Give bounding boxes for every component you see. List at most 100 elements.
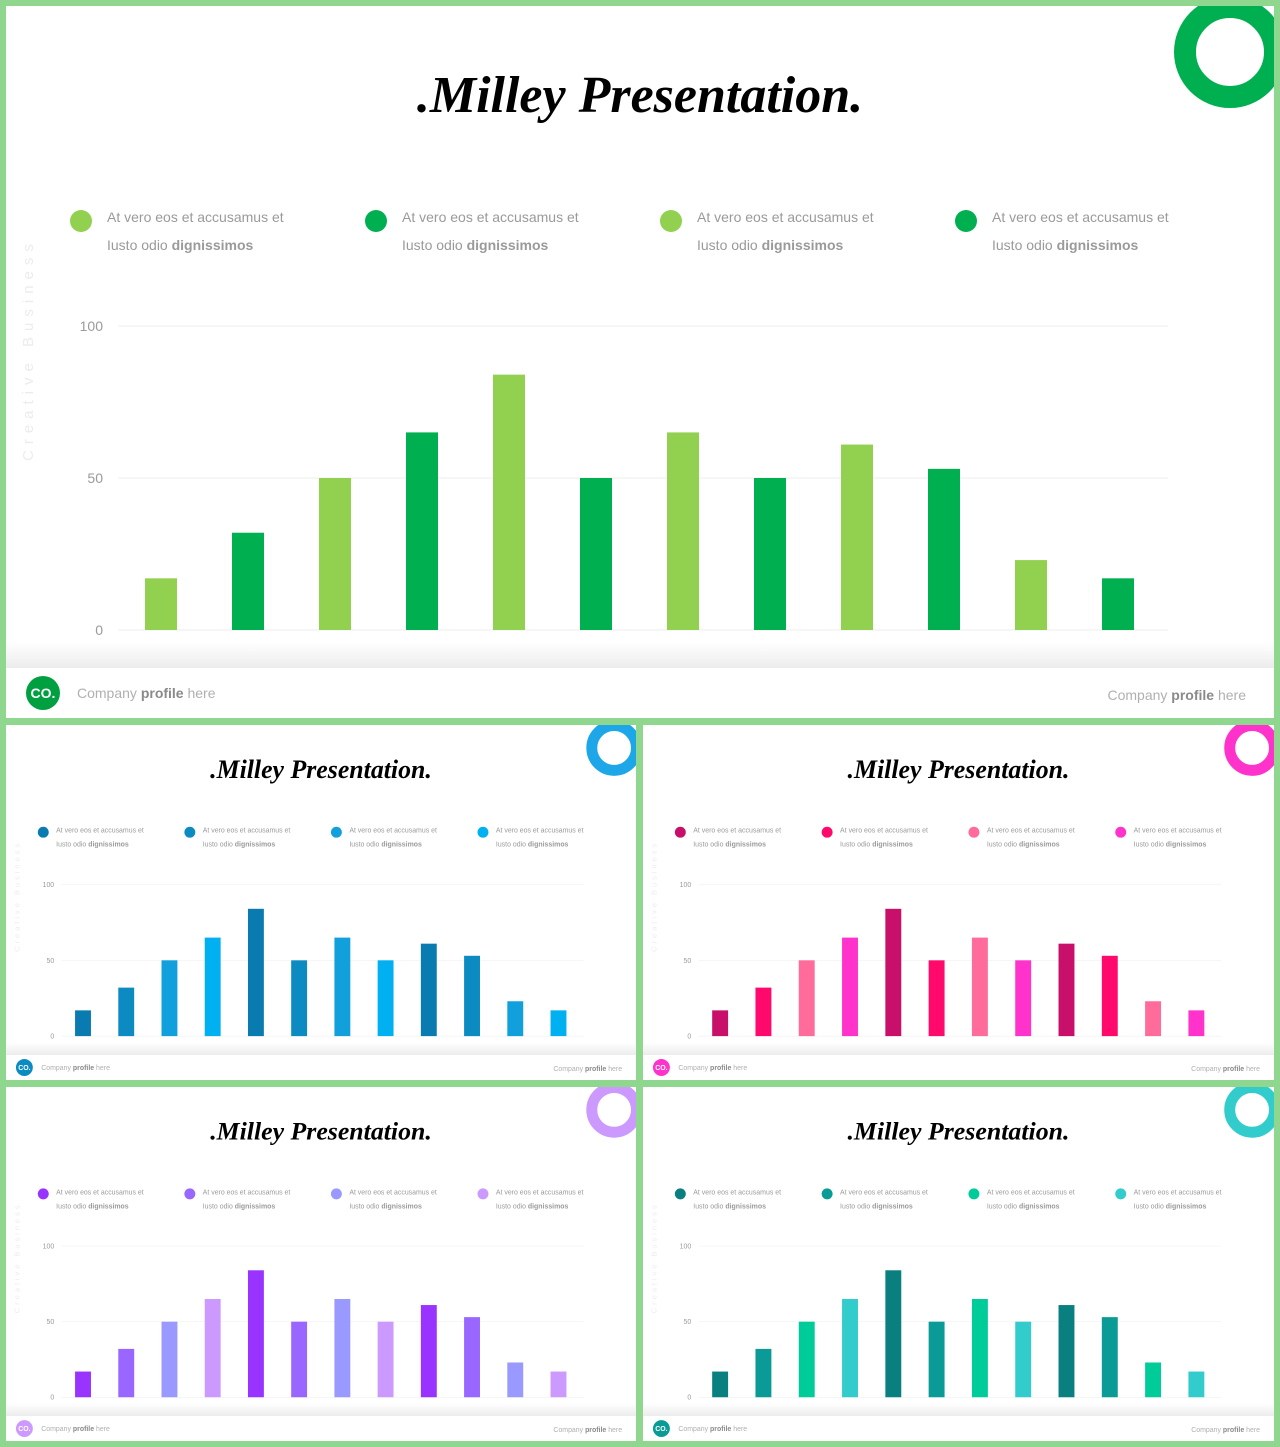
legend-bold: dignissimos: [235, 842, 276, 849]
y-tick-label: 50: [46, 1319, 54, 1326]
legend-bold: dignissimos: [467, 237, 549, 253]
bar: [1145, 1001, 1162, 1037]
slide-title: .Milley Presentation.: [847, 755, 1069, 784]
legend-text: Iusto odio: [697, 237, 758, 253]
y-tick-label: 0: [50, 1034, 54, 1041]
legend-text: Iusto odio dignissimos: [840, 842, 913, 849]
legend-dot: [184, 1188, 196, 1200]
legend-text: Iusto odio: [987, 842, 1017, 849]
logo: [652, 1059, 670, 1077]
footer-word: profile: [1171, 687, 1214, 703]
y-tick-label: 50: [684, 958, 692, 965]
legend-text: At vero eos et accusamus et: [987, 1189, 1075, 1196]
footer-text: Company profile here: [553, 1427, 622, 1434]
legend-bold: dignissimos: [1166, 842, 1207, 849]
y-tick-label: 50: [87, 470, 103, 486]
legend-text: Iusto odio dignissimos: [1134, 842, 1207, 849]
legend-text: Iusto odio: [107, 237, 168, 253]
legend-text: At vero eos et accusamus et: [349, 1189, 437, 1196]
footer-text: Company profile here: [77, 685, 216, 701]
bar: [928, 960, 945, 1037]
legend-bold: dignissimos: [762, 237, 844, 253]
legend-bold: dignissimos: [528, 842, 569, 849]
bar: [841, 444, 873, 630]
footer-word: Company: [1191, 1066, 1221, 1073]
legend-text: Iusto odio: [1134, 842, 1164, 849]
bar: [667, 432, 699, 630]
legend-text: Iusto odio: [203, 1203, 233, 1210]
bar: [464, 955, 480, 1037]
footer-word: profile: [73, 1426, 94, 1433]
legend-text: Iusto odio: [840, 842, 870, 849]
legend-text: Iusto odio: [496, 842, 526, 849]
legend-text: Iusto odio dignissimos: [56, 1203, 129, 1210]
footer-text: Company profile here: [41, 1065, 110, 1072]
y-tick-label: 0: [687, 1034, 691, 1041]
bar: [247, 1270, 264, 1398]
footer-word: Company: [41, 1065, 71, 1072]
bar: [291, 1321, 308, 1398]
legend-bold: dignissimos: [381, 1203, 422, 1210]
legend-text: Iusto odio dignissimos: [697, 237, 844, 253]
legend-bold: dignissimos: [381, 842, 422, 849]
footer-word: Company: [77, 685, 137, 701]
footer-word: profile: [73, 1065, 94, 1072]
legend-dot: [1115, 826, 1127, 838]
legend-text: Iusto odio dignissimos: [349, 1203, 422, 1210]
legend-dot: [674, 826, 686, 838]
footer-word: Company: [678, 1426, 708, 1433]
bar: [406, 432, 438, 630]
legend-dot: [365, 210, 387, 232]
legend-bold: dignissimos: [88, 1203, 129, 1210]
bar: [145, 578, 177, 630]
legend-text: Iusto odio dignissimos: [693, 842, 766, 849]
bar: [928, 1321, 945, 1398]
bar: [798, 1321, 815, 1398]
footer-word: Company: [553, 1427, 583, 1434]
legend-text: At vero eos et accusamus et: [987, 828, 1075, 835]
legend-text: Iusto odio dignissimos: [402, 237, 549, 253]
legend-text: Iusto odio dignissimos: [1134, 1203, 1207, 1210]
bar: [550, 1010, 567, 1037]
footer-word: here: [1218, 687, 1246, 703]
footer: [6, 668, 1274, 718]
legend-text: At vero eos et accusamus et: [107, 209, 284, 225]
footer-word: here: [1246, 1427, 1260, 1434]
bar: [161, 960, 178, 1037]
bar: [232, 532, 264, 630]
bar: [1015, 560, 1047, 630]
legend-text: Iusto odio dignissimos: [987, 842, 1060, 849]
footer: [6, 1055, 636, 1080]
bar: [420, 1305, 437, 1398]
bar: [798, 960, 815, 1037]
legend-text: Iusto odio: [840, 1203, 870, 1210]
legend-dot: [477, 1188, 489, 1200]
footer-word: profile: [1223, 1066, 1244, 1073]
footer-word: here: [96, 1426, 110, 1433]
footer-word: here: [733, 1426, 747, 1433]
logo: [15, 1420, 33, 1438]
logo-text: CO.: [31, 685, 56, 701]
bar: [842, 937, 858, 1037]
legend-dot: [477, 826, 489, 838]
legend-dot: [660, 210, 682, 232]
ring: [1224, 725, 1274, 776]
bar: [755, 1348, 772, 1398]
footer-word: profile: [585, 1427, 606, 1434]
y-tick-label: 100: [43, 882, 55, 889]
ring: [586, 725, 636, 776]
bar: [885, 1270, 902, 1398]
bar: [118, 1348, 135, 1398]
bar: [928, 468, 960, 630]
bar: [1188, 1010, 1205, 1037]
legend-text: Iusto odio: [693, 1203, 723, 1210]
bar: [971, 1299, 988, 1398]
legend-text: At vero eos et accusamus et: [56, 1189, 144, 1196]
legend-text: At vero eos et accusamus et: [203, 828, 291, 835]
footer-text: Company profile here: [553, 1066, 622, 1073]
legend-text: At vero eos et accusamus et: [496, 1189, 584, 1196]
bar: [1188, 1371, 1205, 1398]
logo: [26, 676, 60, 710]
footer-shade: [643, 1042, 1274, 1056]
